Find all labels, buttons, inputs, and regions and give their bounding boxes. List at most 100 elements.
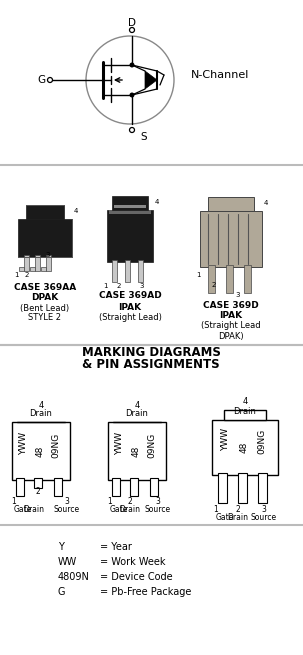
Text: CASE 369AA: CASE 369AA — [14, 282, 76, 291]
Text: Source: Source — [145, 504, 171, 514]
Text: & PIN ASSIGNMENTS: & PIN ASSIGNMENTS — [82, 358, 220, 371]
Text: 1: 1 — [12, 496, 16, 506]
Text: S: S — [141, 132, 147, 142]
Bar — [212, 420, 278, 475]
Text: IPAK: IPAK — [118, 303, 142, 312]
Text: 3: 3 — [261, 504, 266, 514]
Text: 2: 2 — [36, 487, 40, 496]
Bar — [16, 478, 24, 496]
Bar — [0, 0, 303, 165]
Bar — [218, 473, 227, 503]
Text: 3: 3 — [46, 252, 50, 258]
Text: 1: 1 — [108, 496, 112, 506]
Circle shape — [129, 28, 135, 33]
Text: 3: 3 — [140, 283, 144, 289]
Text: DPAK): DPAK) — [218, 331, 244, 341]
Text: Drain: Drain — [30, 409, 52, 419]
Text: 3: 3 — [236, 292, 240, 298]
Text: Drain: Drain — [234, 407, 256, 417]
Bar — [112, 478, 120, 496]
Bar — [224, 410, 266, 420]
Text: = Work Week: = Work Week — [100, 557, 165, 567]
Text: MARKING DIAGRAMS: MARKING DIAGRAMS — [82, 346, 221, 360]
Bar — [238, 473, 247, 503]
Text: Drain: Drain — [125, 409, 148, 419]
Text: 4809N: 4809N — [58, 572, 90, 582]
Text: Source: Source — [251, 514, 277, 523]
Bar — [18, 219, 72, 257]
Text: 09NG: 09NG — [258, 429, 267, 454]
Text: IPAK: IPAK — [219, 312, 243, 320]
Text: (Bent Lead): (Bent Lead) — [20, 303, 70, 312]
Bar — [112, 196, 148, 210]
Text: 09NG: 09NG — [52, 432, 61, 458]
Bar — [0, 345, 303, 525]
Text: = Pb-Free Package: = Pb-Free Package — [100, 587, 191, 597]
Text: 2: 2 — [25, 272, 29, 278]
Text: Source: Source — [54, 504, 80, 514]
Text: Drain: Drain — [228, 514, 248, 523]
Text: 4: 4 — [134, 402, 140, 411]
Bar — [138, 260, 143, 282]
Text: Y: Y — [58, 542, 64, 552]
Bar — [19, 267, 24, 271]
Text: 3: 3 — [65, 496, 69, 506]
Bar — [0, 525, 303, 655]
Bar — [125, 260, 130, 282]
Text: 2: 2 — [117, 283, 121, 289]
Bar — [208, 197, 254, 211]
Bar — [46, 255, 51, 271]
Bar — [108, 422, 166, 480]
Text: 48: 48 — [35, 445, 45, 457]
Text: Drain: Drain — [24, 504, 45, 514]
Text: 2: 2 — [212, 282, 216, 288]
Text: WW: WW — [58, 557, 77, 567]
Bar — [244, 265, 251, 293]
Bar — [109, 210, 151, 214]
Text: 3: 3 — [155, 496, 160, 506]
Text: 48: 48 — [132, 445, 141, 457]
Text: YWW: YWW — [221, 428, 231, 451]
Bar — [226, 265, 233, 293]
Bar — [112, 260, 117, 282]
Bar — [258, 473, 267, 503]
Text: CASE 369AD: CASE 369AD — [98, 291, 161, 301]
Circle shape — [48, 77, 52, 83]
Bar — [34, 478, 42, 488]
Bar — [12, 422, 70, 480]
Circle shape — [129, 92, 135, 98]
Bar — [208, 265, 215, 293]
Text: YWW: YWW — [19, 432, 28, 455]
Text: 1: 1 — [196, 272, 200, 278]
Polygon shape — [145, 71, 157, 89]
Bar — [54, 478, 62, 496]
Bar — [200, 211, 262, 267]
Text: = Device Code: = Device Code — [100, 572, 173, 582]
Text: G: G — [37, 75, 45, 85]
Text: G: G — [58, 587, 65, 597]
Text: = Year: = Year — [100, 542, 132, 552]
Text: CASE 369D: CASE 369D — [203, 301, 259, 310]
Text: (Straight Lead): (Straight Lead) — [98, 312, 161, 322]
Bar — [35, 255, 40, 271]
Circle shape — [129, 62, 135, 67]
Bar — [107, 210, 153, 262]
Text: 1: 1 — [103, 283, 107, 289]
Text: Gate: Gate — [216, 514, 235, 523]
Bar — [130, 478, 138, 496]
Text: 2: 2 — [128, 496, 132, 506]
Text: STYLE 2: STYLE 2 — [28, 314, 62, 322]
Bar — [114, 205, 146, 208]
Text: (Straight Lead: (Straight Lead — [201, 322, 261, 331]
Text: Drain: Drain — [119, 504, 141, 514]
Text: 48: 48 — [239, 442, 248, 453]
Text: N-Channel: N-Channel — [191, 70, 249, 80]
Text: 4: 4 — [242, 398, 248, 407]
Circle shape — [129, 128, 135, 132]
Text: Gate: Gate — [110, 504, 128, 514]
Text: Gate: Gate — [14, 504, 32, 514]
Bar — [41, 267, 46, 271]
Bar — [30, 267, 35, 271]
Text: DPAK: DPAK — [32, 293, 58, 303]
Text: D: D — [128, 18, 136, 28]
